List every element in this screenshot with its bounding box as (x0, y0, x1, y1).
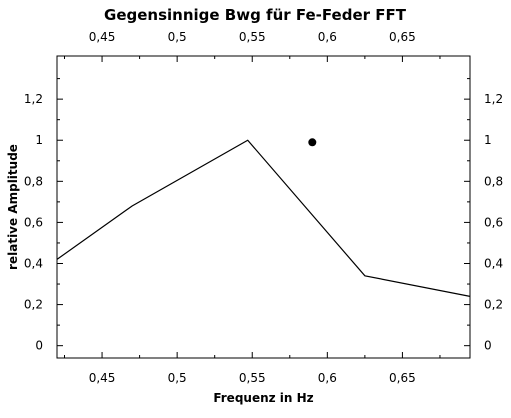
y-tick-label-right: 0,6 (484, 215, 503, 229)
x-tick-label-bottom: 0,55 (239, 371, 266, 385)
y-tick-label-left: 0 (35, 339, 43, 353)
y-tick-label-left: 0,6 (24, 215, 43, 229)
y-tick-label-left: 0,8 (24, 174, 43, 188)
x-tick-label-top: 0,6 (318, 30, 337, 44)
chart-marks (56, 138, 471, 297)
y-tick-label-left: 0,2 (24, 298, 43, 312)
x-tick-label-bottom: 0,45 (89, 371, 116, 385)
marker-point (308, 138, 317, 147)
y-tick-label-right: 0,4 (484, 256, 503, 270)
plot-area (56, 55, 471, 359)
y-tick-label-right: 0,2 (484, 298, 503, 312)
x-tick-label-top: 0,65 (389, 30, 416, 44)
x-tick-label-bottom: 0,5 (168, 371, 187, 385)
y-tick-label-right: 1,2 (484, 92, 503, 106)
x-tick-label-top: 0,55 (239, 30, 266, 44)
x-tick-label-bottom: 0,65 (389, 371, 416, 385)
y-tick-label-right: 0,8 (484, 174, 503, 188)
y-tick-label-right: 0 (484, 339, 492, 353)
x-tick-label-bottom: 0,6 (318, 371, 337, 385)
y-tick-label-right: 1 (484, 133, 492, 147)
x-axis-label: Frequenz in Hz (213, 391, 313, 405)
axis-ticks: 0,45 0,45 0,5 0,5 0,55 0,55 0,6 0,6 0,65 0,65 0 0 0,… (24, 30, 503, 385)
x-tick-label-top: 0,45 (89, 30, 116, 44)
y-tick-label-left: 1 (35, 133, 43, 147)
y-tick-label-left: 1,2 (24, 92, 43, 106)
x-tick-label-top: 0,5 (168, 30, 187, 44)
series-line (56, 139, 471, 297)
y-tick-label-left: 0,4 (24, 256, 43, 270)
chart-title: Gegensinnige Bwg für Fe-Feder FFT (104, 6, 407, 24)
y-axis-label: relative Amplitude (6, 144, 20, 270)
